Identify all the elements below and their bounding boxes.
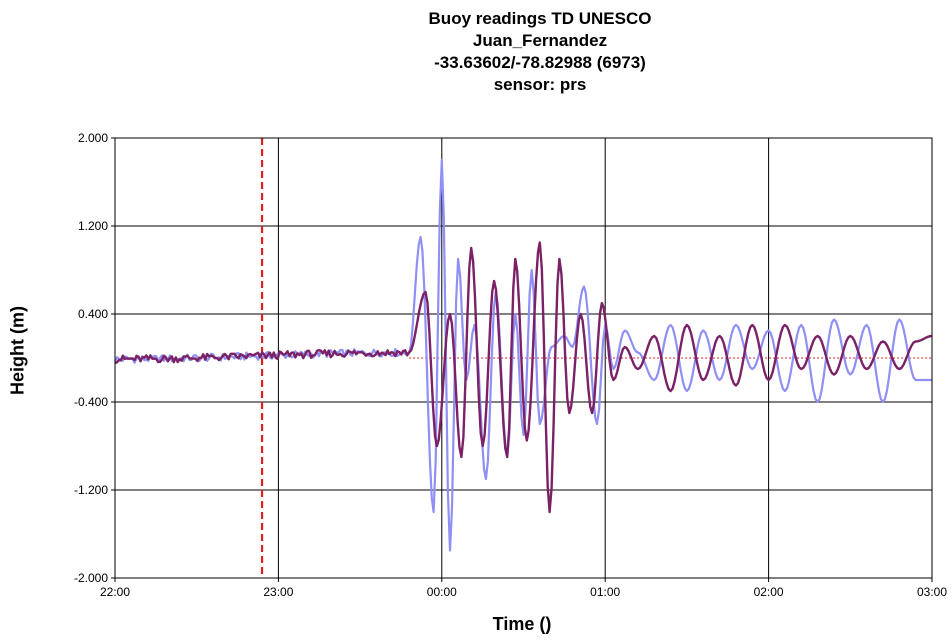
y-tick-label: -2.000: [74, 571, 108, 585]
series-lines: [114, 158, 933, 552]
chart-title: Buoy readings TD UNESCO Juan_Fernandez -…: [330, 8, 750, 96]
chart-title-line: Juan_Fernandez: [472, 31, 608, 50]
x-tick-label: 03:00: [917, 585, 947, 599]
chart-title-line: -33.63602/-78.82988 (6973): [434, 53, 646, 72]
y-tick-label: -0.400: [74, 395, 108, 409]
plot-frame: [114, 137, 933, 579]
x-tick-label: 02:00: [754, 585, 784, 599]
axes: 22:00 23:00 00:00 01:00 02:00 03:00 2.000 1.200…: [74, 131, 947, 599]
x-tick-label: 22:00: [100, 585, 130, 599]
x-tick-label: 00:00: [427, 585, 457, 599]
y-tick-label: 0.400: [78, 307, 108, 321]
y-tick-label: 2.000: [78, 131, 108, 145]
x-tick-label: 23:00: [263, 585, 293, 599]
series-line: [114, 158, 932, 552]
x-axis-label: Time (): [492, 614, 552, 634]
chart-title-line: Buoy readings TD UNESCO: [428, 9, 652, 28]
x-tick-label: 01:00: [590, 585, 620, 599]
series-line: [114, 241, 933, 514]
chart-title-line: sensor: prs: [493, 75, 587, 94]
y-tick-label: 1.200: [78, 219, 108, 233]
y-tick-label: -1.200: [74, 483, 108, 497]
